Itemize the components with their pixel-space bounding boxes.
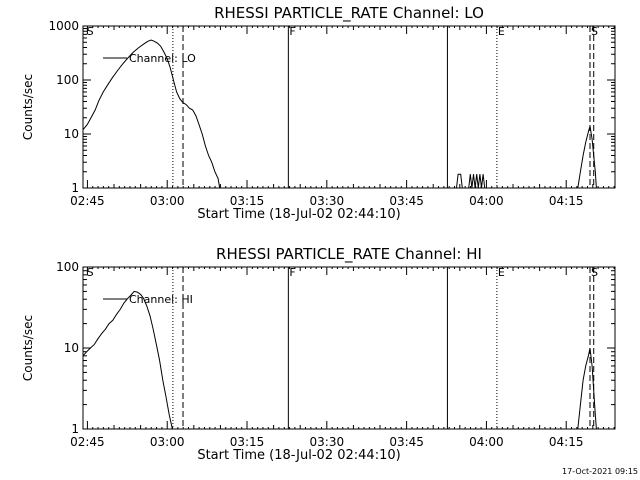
chart-0-ytick-label-1: 10 [64, 127, 79, 141]
chart-0-xtick-label-5: 04:00 [469, 194, 504, 208]
chart-0-marker-label-3: F [289, 25, 295, 38]
chart-1-y-axis-label: Counts/sec [21, 315, 35, 381]
chart-1-xtick-label-2: 03:15 [230, 435, 265, 449]
chart-0-xtick-label-4: 03:45 [389, 194, 424, 208]
chart-1-marker-label-0: S [87, 266, 94, 279]
chart-0-xtick-label-2: 03:15 [230, 194, 265, 208]
chart-1-xtick-label-6: 04:15 [549, 435, 584, 449]
chart-0-title: RHESSI PARTICLE_RATE Channel: LO [214, 4, 484, 23]
chart-0-ytick-label-2: 100 [56, 73, 79, 87]
chart-1-series-line-0-seg-0 [82, 290, 173, 430]
chart-1-ytick-label-1: 10 [64, 341, 79, 355]
chart-1-marker-label-3: F [289, 266, 295, 279]
chart-0-legend-label: Channel: LO [129, 52, 196, 65]
chart-1-legend-label: Channel: HI [129, 293, 193, 306]
chart-0-xtick-label-6: 04:15 [549, 194, 584, 208]
chart-0-marker-label-5: E [498, 25, 505, 38]
chart-1-marker-label-5: E [498, 266, 505, 279]
chart-1-xtick-label-3: 03:30 [310, 435, 345, 449]
chart-0-marker-label-6: S [591, 25, 598, 38]
chart-1-ytick-label-2: 100 [56, 260, 79, 274]
chart-0-x-axis-label: Start Time (18-Jul-02 02:44:10) [197, 207, 400, 222]
chart-1-title: RHESSI PARTICLE_RATE Channel: HI [216, 245, 482, 264]
chart-1-xtick-label-4: 03:45 [389, 435, 424, 449]
chart-0-ytick-label-0: 1 [71, 181, 79, 195]
chart-1-series-line-0-seg-1 [577, 347, 597, 430]
chart-0-ytick-label-3: 1000 [48, 19, 79, 33]
chart-1-marker-label-6: S [591, 266, 598, 279]
chart-0-plot-frame [82, 25, 616, 189]
chart-0-series-line-0-seg-1 [456, 173, 486, 189]
chart-0-xtick-label-0: 02:45 [70, 194, 105, 208]
panel-hi: RHESSI PARTICLE_RATE Channel: HI 1 10 100 02… [21, 245, 616, 463]
chart-0-xtick-label-1: 03:00 [150, 194, 185, 208]
chart-1-ytick-label-0: 1 [71, 422, 79, 436]
chart-1-xtick-label-1: 03:00 [150, 435, 185, 449]
chart-0-series-line-0-seg-2 [577, 125, 597, 189]
chart-0-marker-label-0: S [87, 25, 94, 38]
chart-1-x-axis-label: Start Time (18-Jul-02 02:44:10) [197, 448, 400, 463]
panel-lo: RHESSI PARTICLE_RATE Channel: LO 1 10 100 10… [21, 4, 616, 222]
footer-timestamp: 17-Oct-2021 09:15 [562, 467, 638, 476]
chart-0-xtick-label-3: 03:30 [310, 194, 345, 208]
chart-0-y-axis-label: Counts/sec [21, 74, 35, 140]
chart-1-xtick-label-5: 04:00 [469, 435, 504, 449]
chart-0-series-line-0-seg-0 [82, 39, 221, 189]
chart-1-xtick-label-0: 02:45 [70, 435, 105, 449]
chart-1-plot-frame [82, 266, 616, 430]
